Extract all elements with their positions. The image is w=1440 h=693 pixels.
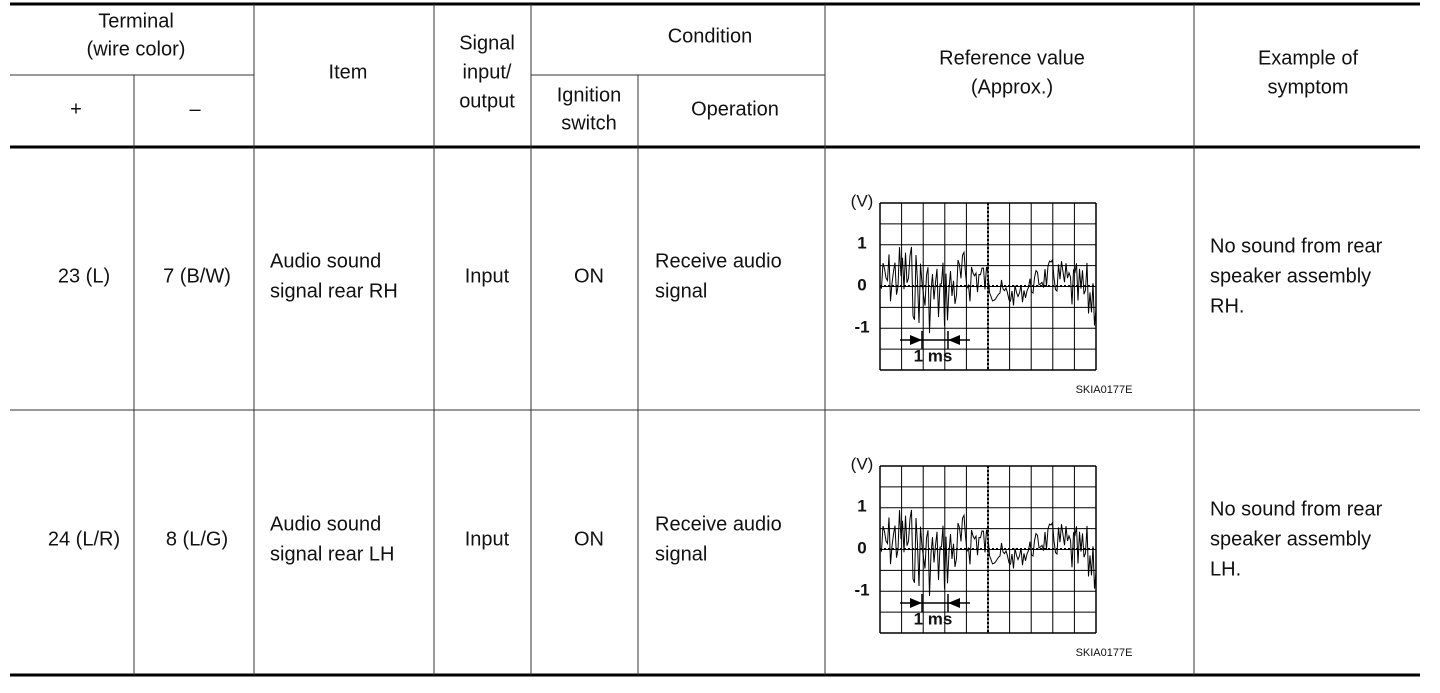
scope-unit: (V) bbox=[851, 454, 874, 473]
cell: 8 (L/G) bbox=[166, 528, 228, 550]
header-cell: Reference value bbox=[939, 47, 1085, 69]
cell: speaker assembly bbox=[1210, 265, 1371, 287]
scope-level: -1 bbox=[854, 580, 869, 599]
scope-figure bbox=[879, 202, 1097, 371]
header-cell: input/ bbox=[463, 61, 512, 83]
cell: ON bbox=[574, 265, 604, 287]
cell: Audio sound bbox=[270, 513, 381, 535]
scope-level: -1 bbox=[854, 317, 869, 336]
scope-arrow bbox=[910, 598, 960, 608]
scope-level: 1 bbox=[857, 233, 866, 252]
cell: No sound from rear bbox=[1210, 498, 1383, 520]
cell: Receive audio bbox=[655, 513, 782, 535]
header-cell: Operation bbox=[691, 98, 779, 120]
header-cell: Example of bbox=[1258, 47, 1358, 69]
header-cell: switch bbox=[561, 112, 617, 134]
scope-trace bbox=[879, 246, 1097, 334]
cell: Input bbox=[465, 265, 510, 287]
scope-unit: (V) bbox=[851, 191, 874, 210]
cell: No sound from rear bbox=[1210, 235, 1383, 257]
header-cell: – bbox=[189, 98, 201, 120]
scope-code: SKIA0177E bbox=[1076, 384, 1133, 396]
header-cell: symptom bbox=[1267, 76, 1348, 98]
cell: signal bbox=[655, 543, 707, 565]
scope-level: 0 bbox=[857, 538, 866, 557]
cell: 24 (L/R) bbox=[48, 528, 120, 550]
header-cell: Signal bbox=[459, 32, 515, 54]
cell: signal bbox=[655, 280, 707, 302]
scope-figure bbox=[879, 465, 1097, 634]
header-cell: + bbox=[70, 98, 82, 120]
cell: 23 (L) bbox=[58, 265, 110, 287]
scope-time: 1 ms bbox=[914, 346, 953, 365]
scope-level: 1 bbox=[857, 496, 866, 515]
cell: 7 (B/W) bbox=[163, 265, 231, 287]
cell: signal rear LH bbox=[270, 543, 395, 565]
cell: Audio sound bbox=[270, 250, 381, 272]
header-cell: Item bbox=[329, 61, 368, 83]
cell: ON bbox=[574, 528, 604, 550]
header-cell: (Approx.) bbox=[971, 76, 1053, 98]
cell: RH. bbox=[1210, 295, 1244, 317]
header-cell: (wire color) bbox=[87, 38, 186, 60]
header-cell: Terminal bbox=[98, 10, 174, 32]
cell: LH. bbox=[1210, 558, 1241, 580]
header-cell: Condition bbox=[668, 25, 753, 47]
scope-code: SKIA0177E bbox=[1076, 647, 1133, 659]
scope-arrow bbox=[910, 335, 960, 345]
cell: Input bbox=[465, 528, 510, 550]
header-cell: output bbox=[459, 90, 515, 112]
scope-level: 0 bbox=[857, 275, 866, 294]
cell: signal rear RH bbox=[270, 280, 398, 302]
cell: Receive audio bbox=[655, 250, 782, 272]
scope-trace bbox=[879, 509, 1097, 597]
scope-time: 1 ms bbox=[914, 609, 953, 628]
header-cell: Ignition bbox=[557, 84, 622, 106]
cell: speaker assembly bbox=[1210, 528, 1371, 550]
